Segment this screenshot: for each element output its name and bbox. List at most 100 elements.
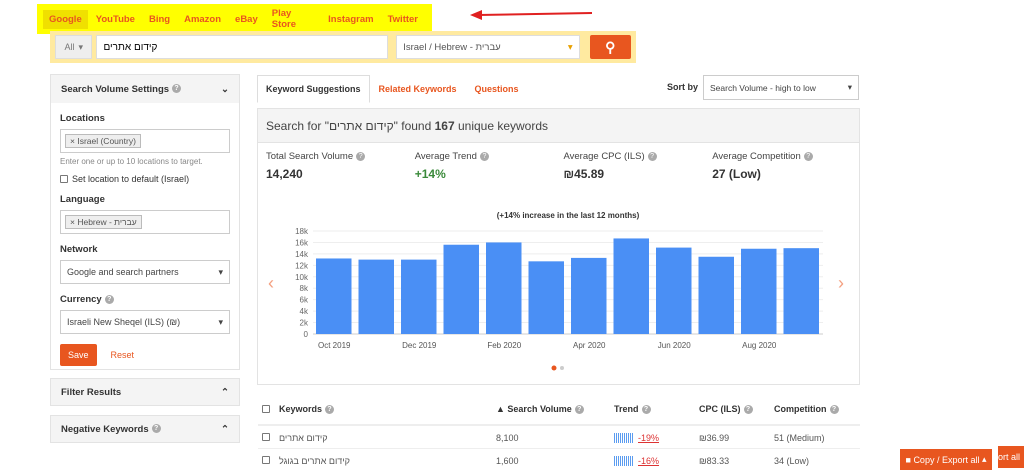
col-keywords[interactable]: Keywords?	[279, 404, 335, 415]
filter-results-panel[interactable]: Filter Results ⌃	[50, 378, 240, 406]
y-tick-label: 0	[304, 330, 309, 339]
keyword-input[interactable]	[96, 35, 389, 59]
tab-related-keywords[interactable]: Related Keywords	[378, 84, 457, 94]
engine-tab-google[interactable]: Google	[43, 9, 88, 29]
sort-select[interactable]: Search Volume - high to low ▾	[703, 75, 859, 100]
engine-tab-twitter[interactable]: Twitter	[387, 13, 418, 25]
help-icon[interactable]: ?	[803, 151, 813, 161]
locations-input[interactable]: × Israel (Country)	[60, 129, 230, 153]
bar-jun-2020[interactable]	[656, 247, 692, 334]
currency-label: Currency	[60, 294, 102, 305]
engine-tab-youtube[interactable]: YouTube	[95, 13, 135, 25]
search-volume-chart: (+14% increase in the last 12 months) 0 2k…	[268, 211, 844, 371]
carousel-dot[interactable]	[560, 366, 564, 370]
trend-sparkline-icon	[614, 433, 634, 443]
help-icon[interactable]: ?	[104, 294, 114, 304]
chart-title: (+14% increase in the last 12 months)	[497, 211, 640, 220]
help-icon[interactable]: ?	[647, 151, 657, 161]
trend-cell[interactable]: -16%	[638, 456, 660, 466]
trend-cell[interactable]: -19%	[638, 433, 660, 443]
col-trend[interactable]: Trend?	[614, 404, 651, 415]
network-value: Google and search partners	[67, 267, 179, 277]
bar-jan-2020[interactable]	[443, 244, 480, 334]
bar-feb-2020[interactable]	[486, 242, 522, 334]
help-icon[interactable]: ?	[356, 151, 366, 161]
bar-may-2020[interactable]	[613, 238, 650, 334]
help-icon[interactable]: ?	[325, 405, 335, 415]
default-location-label: Set location to default (Israel)	[72, 174, 190, 184]
help-icon[interactable]: ?	[574, 405, 584, 415]
language-tag[interactable]: × Hebrew - עברית	[65, 215, 142, 229]
stat-average-cpc: Average CPC (ILS)? ₪45.89	[563, 151, 712, 181]
tab-questions[interactable]: Questions	[474, 84, 519, 94]
bar-dec-2019[interactable]	[401, 259, 437, 334]
bar-sep-2020[interactable]	[783, 248, 820, 334]
carousel-dot-active[interactable]	[551, 365, 557, 371]
y-tick-label: 14k	[295, 250, 309, 259]
locations-hint: Enter one or up to 10 locations to targe…	[60, 157, 203, 166]
currency-select[interactable]: Israeli New Sheqel (ILS) (₪) ▾	[60, 310, 230, 334]
location-language-select[interactable]: Israel / Hebrew - עברית ▾	[396, 35, 580, 59]
scope-select[interactable]: All ▾	[55, 35, 93, 59]
engine-tab-amazon[interactable]: Amazon	[184, 13, 222, 25]
export-button-duplicate[interactable]: ort all	[998, 446, 1024, 468]
bar-aug-2020[interactable]	[741, 248, 777, 334]
search-button[interactable]: ⚲	[589, 35, 631, 59]
search-volume-settings-panel: Search Volume Settings? ⌄ Locations × Isr…	[50, 74, 240, 370]
help-icon[interactable]: ?	[172, 84, 182, 94]
help-icon[interactable]: ?	[829, 405, 839, 415]
sort-asc-icon: ▲	[496, 404, 508, 414]
sort-value: Search Volume - high to low	[710, 82, 816, 93]
col-competition[interactable]: Competition?	[774, 404, 839, 415]
scope-value: All	[64, 42, 75, 52]
y-tick-label: 2k	[300, 319, 309, 328]
help-icon[interactable]: ?	[151, 424, 161, 434]
tab-keyword-suggestions[interactable]: Keyword Suggestions	[257, 75, 370, 103]
location-tag[interactable]: × Israel (Country)	[65, 134, 141, 148]
bar-mar-2020[interactable]	[528, 261, 565, 334]
chart-prev-arrow-icon[interactable]: ‹	[268, 273, 274, 293]
y-tick-label: 18k	[295, 227, 309, 236]
bar-nov-2019[interactable]	[358, 259, 395, 334]
settings-header[interactable]: Search Volume Settings? ⌄	[51, 75, 239, 103]
negative-keywords-title: Negative Keywords	[61, 423, 149, 435]
negative-keywords-panel[interactable]: Negative Keywords? ⌃	[50, 415, 240, 443]
row-checkbox[interactable]	[262, 433, 270, 441]
currency-value: Israeli New Sheqel (ILS) (₪)	[67, 317, 181, 327]
help-icon[interactable]: ?	[641, 405, 651, 415]
engine-tab-bing[interactable]: Bing	[148, 13, 171, 25]
y-tick-label: 4k	[300, 307, 309, 316]
engine-tab-play-store[interactable]: Play Store	[271, 8, 297, 30]
search-icon: ⚲	[605, 38, 616, 55]
help-icon[interactable]: ?	[479, 151, 489, 161]
row-checkbox[interactable]	[262, 456, 270, 464]
bar-jul-2020[interactable]	[698, 256, 735, 334]
stat-average-trend: Average Trend? +14%	[415, 151, 564, 181]
chevron-down-icon: ⌄	[221, 83, 229, 95]
volume-cell: 8,100	[496, 433, 519, 443]
bar-apr-2020[interactable]	[571, 257, 607, 334]
chart-next-arrow-icon[interactable]: ›	[838, 273, 844, 293]
select-all-checkbox[interactable]	[262, 405, 270, 413]
network-select[interactable]: Google and search partners ▾	[60, 260, 230, 284]
location-tag-text: Israel (Country)	[77, 136, 136, 146]
y-tick-label: 12k	[295, 261, 309, 270]
copy-export-button[interactable]: ■ Copy / Export all ▴	[900, 449, 992, 470]
engine-tab-ebay[interactable]: eBay	[235, 13, 258, 25]
keyword-cell[interactable]: קידום אתרים בגוגל	[279, 456, 350, 466]
save-button[interactable]: Save	[60, 344, 97, 366]
col-cpc[interactable]: CPC (ILS)?	[699, 404, 753, 415]
default-location-checkbox[interactable]	[60, 175, 68, 183]
help-icon[interactable]: ?	[743, 405, 753, 415]
chevron-up-icon: ⌃	[221, 423, 229, 435]
x-tick-label: Apr 2020	[573, 341, 606, 350]
trend-sparkline-icon	[614, 456, 634, 466]
engine-tab-instagram[interactable]: Instagram	[328, 13, 374, 25]
annotation-arrow-icon	[470, 10, 592, 20]
bar-oct-2019[interactable]	[316, 258, 352, 334]
language-input[interactable]: × Hebrew - עברית	[60, 210, 230, 234]
reset-button[interactable]: Reset	[110, 350, 135, 360]
results-summary: Search for "קידום אתרים" found 167 uniqu…	[258, 109, 859, 143]
col-search-volume[interactable]: ▲ Search Volume?	[496, 404, 584, 415]
keyword-cell[interactable]: קידום אתרים	[279, 433, 328, 443]
